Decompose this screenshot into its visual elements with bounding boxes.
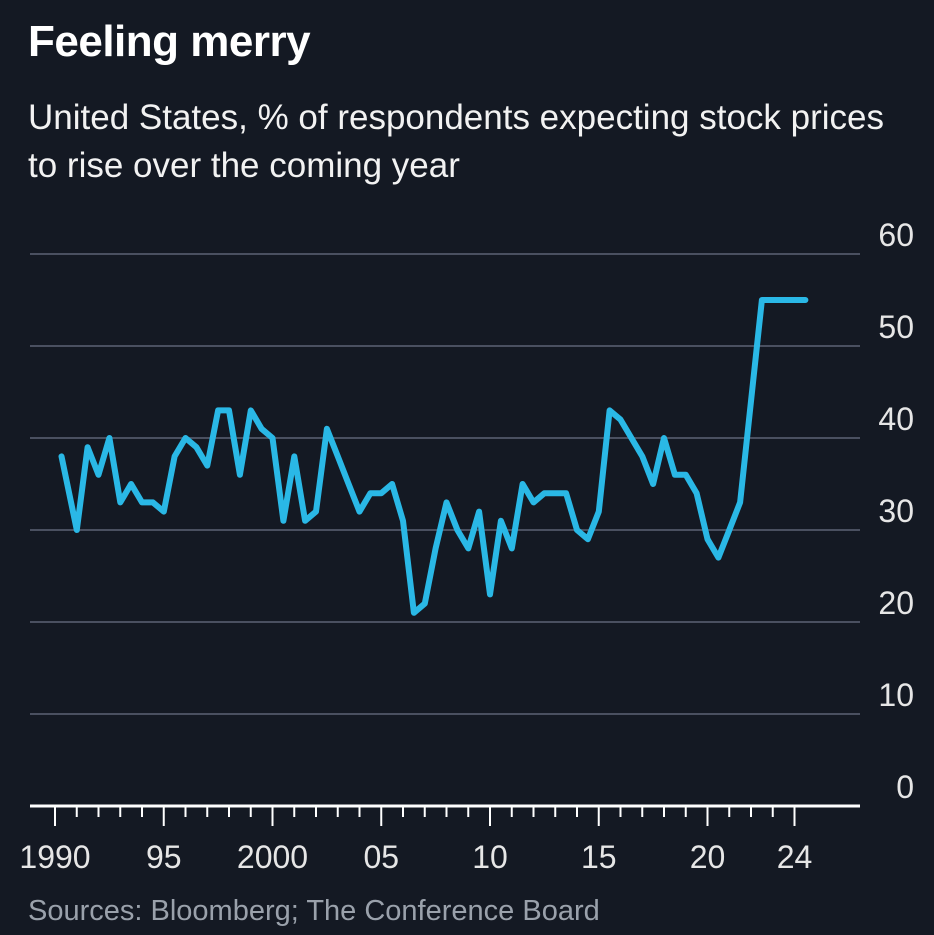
- x-tick-label: 10: [472, 839, 508, 875]
- y-tick-label: 40: [878, 401, 914, 437]
- source-note: Sources: Bloomberg; The Conference Board: [28, 895, 600, 927]
- chart-title: Feeling merry: [28, 17, 311, 66]
- x-tick-label: 95: [146, 839, 182, 875]
- y-tick-label: 30: [878, 493, 914, 529]
- x-tick-label: 05: [363, 839, 399, 875]
- grid-lines: [30, 253, 860, 715]
- series-line: [58, 297, 809, 616]
- x-tick-label: 24: [777, 839, 813, 875]
- y-tick-label: 0: [896, 769, 914, 805]
- x-tick-label: 20: [690, 839, 726, 875]
- chart-subtitle: United States, % of respondents expectin…: [28, 98, 885, 185]
- x-axis: 1990 95 2000 05 10 15 20 24: [19, 804, 860, 875]
- y-axis: 0 10 20 30 40 50 60: [878, 217, 914, 805]
- y-tick-label: 60: [878, 217, 914, 253]
- x-tick-label: 1990: [19, 839, 90, 875]
- y-tick-label: 20: [878, 585, 914, 621]
- y-tick-label: 50: [878, 309, 914, 345]
- y-tick-label: 10: [878, 677, 914, 713]
- x-tick-label: 15: [581, 839, 617, 875]
- x-tick-label: 2000: [237, 839, 308, 875]
